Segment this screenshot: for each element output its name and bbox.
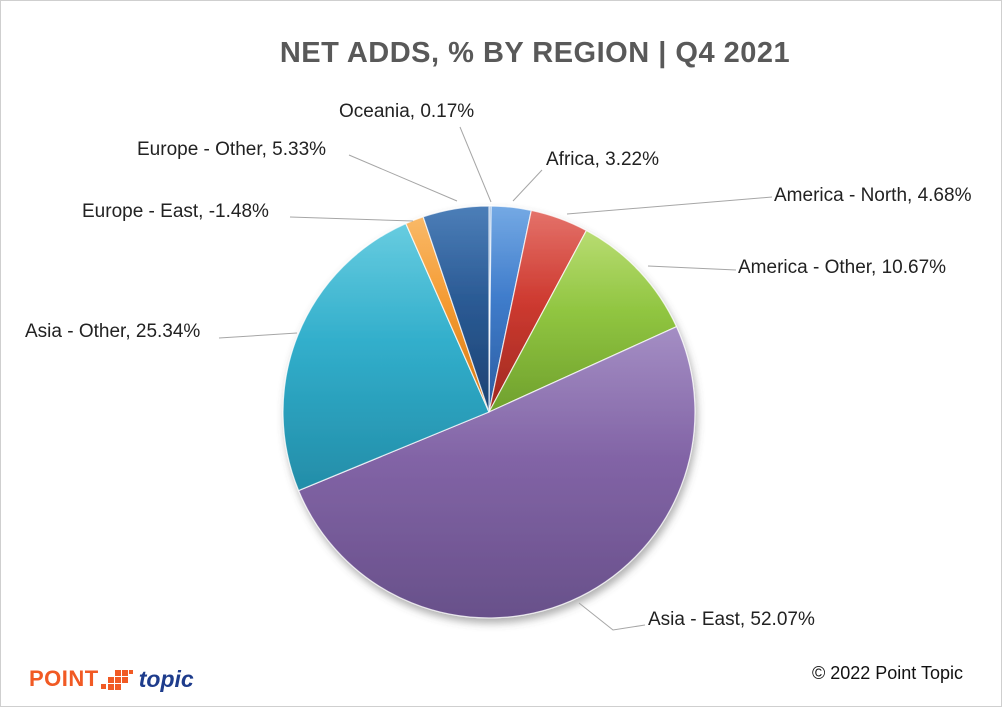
data-label-america-other: America - Other, 10.67% <box>738 257 947 278</box>
data-label-africa: Africa, 3.22% <box>546 149 659 170</box>
leader-line-europe-other <box>348 154 458 202</box>
pie-slice-asia-other <box>282 222 490 492</box>
pie-slice-america-other <box>487 229 678 414</box>
data-label-asia-other: Asia - Other, 25.34% <box>25 321 201 342</box>
leader-line-oceania <box>459 126 492 203</box>
chart-title: NET ADDS, % BY REGION | Q4 2021 <box>279 37 791 69</box>
leader-line-africa <box>512 169 543 202</box>
leader-line-america-north <box>566 196 773 215</box>
pie-slice-asia-east <box>297 325 696 619</box>
data-label-asia-east: Asia - East, 52.07% <box>648 609 815 630</box>
leader-line-europe-east <box>289 216 414 222</box>
data-label-europe-east: Europe - East, -1.48% <box>82 201 269 222</box>
leader-line-asia-other <box>218 332 298 339</box>
logo-period-dot <box>100 684 106 689</box>
logo-topic-text: topic <box>138 666 194 692</box>
copyright-text: © 2022 Point Topic <box>811 663 963 683</box>
logo-dot-grid <box>107 670 135 690</box>
point-topic-logo: POINT topic <box>29 659 194 693</box>
leader-line-america-other <box>647 265 737 271</box>
data-label-america-north: America - North, 4.68% <box>774 185 972 206</box>
pie-slice-europe-other <box>422 205 490 413</box>
leader-line-asia-east <box>578 602 646 631</box>
data-label-europe-other: Europe - Other, 5.33% <box>137 139 327 160</box>
data-label-oceania: Oceania, 0.17% <box>339 101 475 122</box>
logo-point-text: POINT <box>29 666 99 691</box>
